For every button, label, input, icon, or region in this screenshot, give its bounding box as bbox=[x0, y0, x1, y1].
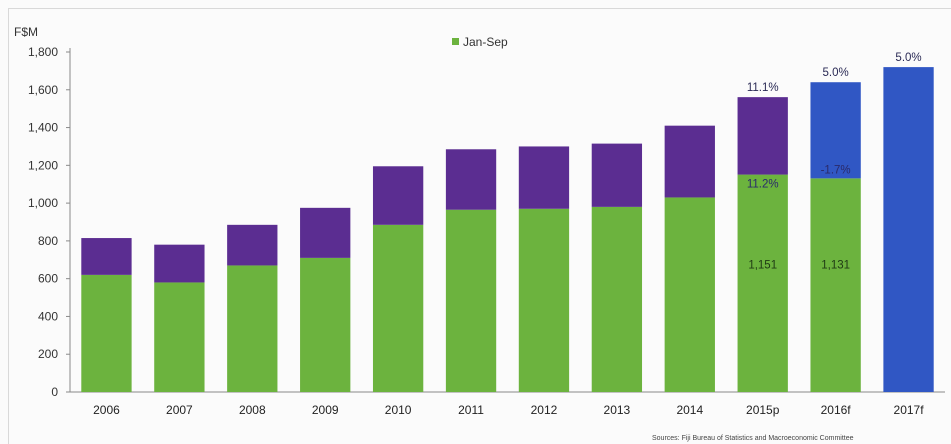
bar-jan-sep-2010 bbox=[373, 225, 423, 392]
x-tick-label: 2013 bbox=[604, 403, 631, 417]
y-unit-label: F$M bbox=[14, 25, 38, 39]
x-tick-label: 2017f bbox=[894, 403, 925, 417]
bar-oct-dec-2014 bbox=[665, 126, 715, 198]
bar-jan-sep-2016f bbox=[810, 178, 860, 392]
bar-oct-dec-2006 bbox=[81, 238, 131, 275]
y-tick-label: 1,200 bbox=[28, 158, 58, 172]
x-tick-label: 2008 bbox=[239, 403, 266, 417]
bar-oct-dec-2007 bbox=[154, 245, 204, 283]
y-tick-label: 1,400 bbox=[28, 121, 58, 135]
bar-jan-sep-2013 bbox=[592, 207, 642, 392]
bar-jan-sep-2011 bbox=[446, 210, 496, 392]
bar-oct-dec-2008 bbox=[227, 225, 277, 266]
annotation-jan-sep-growth-2016f: -1.7% bbox=[821, 164, 851, 176]
bar-oct-dec-2011 bbox=[446, 149, 496, 209]
bar-jan-sep-2006 bbox=[81, 275, 131, 392]
annotation-growth-2015p: 11.1% bbox=[747, 82, 779, 94]
bar-jan-sep-2012 bbox=[519, 209, 569, 392]
bar-layer bbox=[81, 67, 933, 392]
x-tick-label: 2014 bbox=[676, 403, 703, 417]
x-tick-label: 2010 bbox=[385, 403, 412, 417]
x-tick-label: 2016f bbox=[821, 403, 852, 417]
data-label-2015p: 1,151 bbox=[748, 260, 777, 272]
label-layer: 2006 2007 2008 2009 2010 2011 2012 2013 2014 2015… bbox=[93, 52, 924, 417]
x-tick-label: 2012 bbox=[531, 403, 558, 417]
bar-jan-sep-2015p bbox=[738, 175, 788, 392]
bar-jan-sep-2007 bbox=[154, 282, 204, 392]
source-note: Sources: Fiji Bureau of Statistics and M… bbox=[652, 435, 854, 442]
legend-swatch-jan-sep bbox=[452, 38, 459, 45]
x-tick-label: 2011 bbox=[458, 403, 484, 417]
x-tick-label: 2009 bbox=[312, 403, 339, 417]
data-label-2016f: 1,131 bbox=[821, 260, 850, 272]
annotation-growth-2016f: 5.0% bbox=[823, 67, 849, 79]
x-tick-label: 2006 bbox=[93, 403, 120, 417]
y-tick-label: 800 bbox=[38, 234, 58, 248]
bar-jan-sep-2008 bbox=[227, 265, 277, 392]
y-tick-label: 0 bbox=[51, 385, 58, 399]
bar-jan-sep-2014 bbox=[665, 197, 715, 392]
bar-oct-dec-2013 bbox=[592, 144, 642, 207]
legend-label-jan-sep: Jan-Sep bbox=[463, 35, 508, 49]
y-tick-label: 1,600 bbox=[28, 83, 58, 97]
x-tick-label: 2007 bbox=[166, 403, 193, 417]
bar-forecast-2017f bbox=[883, 67, 933, 392]
bar-oct-dec-2009 bbox=[300, 208, 350, 258]
annotation-jan-sep-growth-2015p: 11.2% bbox=[747, 179, 779, 191]
bar-oct-dec-2015p bbox=[738, 97, 788, 174]
x-tick-label: 2015p bbox=[746, 403, 780, 417]
y-tick-label: 1,000 bbox=[28, 196, 58, 210]
y-tick-label: 400 bbox=[38, 309, 58, 323]
legend: Jan-Sep bbox=[452, 35, 508, 49]
bar-oct-dec-2012 bbox=[519, 146, 569, 208]
y-tick-label: 200 bbox=[38, 347, 58, 361]
annotation-growth-2017f: 5.0% bbox=[895, 52, 921, 64]
bar-oct-dec-2010 bbox=[373, 166, 423, 225]
bar-jan-sep-2009 bbox=[300, 258, 350, 392]
y-tick-label: 1,800 bbox=[28, 45, 58, 59]
y-tick-label: 600 bbox=[38, 272, 58, 286]
